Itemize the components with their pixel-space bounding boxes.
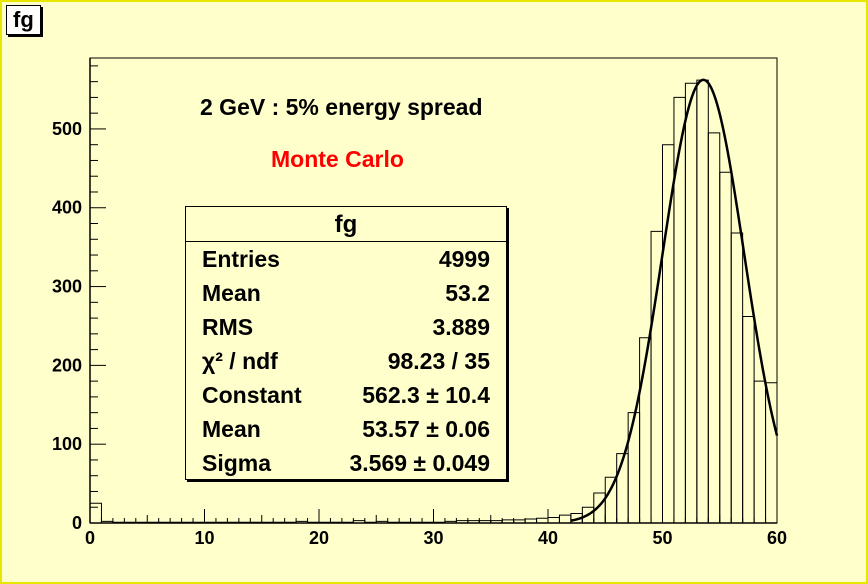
x-tick-label: 0 bbox=[85, 528, 95, 548]
stats-key: Sigma bbox=[202, 450, 272, 476]
fit-curve bbox=[570, 78, 779, 522]
y-tick-label: 100 bbox=[52, 434, 82, 454]
stats-value: 53.2 bbox=[445, 280, 490, 306]
y-axis: 0 100 200 300 400 500 bbox=[52, 58, 106, 533]
stats-value: 4999 bbox=[438, 246, 490, 272]
y-tick-label: 0 bbox=[72, 513, 82, 533]
x-tick-label: 30 bbox=[423, 528, 443, 548]
x-axis: 0 10 20 30 40 50 60 bbox=[85, 509, 787, 548]
stats-title: fg bbox=[186, 207, 506, 242]
stats-value: 562.3 ± 10.4 bbox=[362, 382, 490, 408]
stats-row: Mean 53.57 ± 0.06 bbox=[186, 412, 506, 446]
stats-row: Constant 562.3 ± 10.4 bbox=[186, 378, 506, 412]
stats-value: 53.57 ± 0.06 bbox=[362, 416, 490, 442]
x-tick-label: 10 bbox=[194, 528, 214, 548]
chart-annotation-main: 2 GeV : 5% energy spread bbox=[200, 94, 483, 120]
stats-value: 3.889 bbox=[432, 314, 490, 340]
y-tick-label: 500 bbox=[52, 119, 82, 139]
x-tick-label: 50 bbox=[652, 528, 672, 548]
y-tick-label: 400 bbox=[52, 198, 82, 218]
fit-layer bbox=[570, 78, 779, 522]
stats-value: 98.23 / 35 bbox=[387, 348, 490, 374]
stats-value: 3.569 ± 0.049 bbox=[349, 450, 490, 476]
x-tick-label: 40 bbox=[538, 528, 558, 548]
canvas-title: fg bbox=[6, 5, 41, 35]
stats-key: Entries bbox=[202, 246, 280, 272]
stats-row: χ² / ndf 98.23 / 35 bbox=[186, 344, 506, 378]
x-tick-label: 20 bbox=[309, 528, 329, 548]
stats-key: χ² / ndf bbox=[202, 348, 278, 374]
stats-row: Entries 4999 bbox=[186, 242, 506, 276]
stats-row: Sigma 3.569 ± 0.049 bbox=[186, 446, 506, 480]
stats-key: Constant bbox=[202, 382, 302, 408]
x-tick-label: 60 bbox=[767, 528, 787, 548]
chart-annotation-sub: Monte Carlo bbox=[271, 146, 404, 172]
stats-key: Mean bbox=[202, 416, 261, 442]
stats-key: RMS bbox=[202, 314, 254, 340]
stats-row: RMS 3.889 bbox=[186, 310, 506, 344]
stats-row: Mean 53.2 bbox=[186, 276, 506, 310]
stats-key: Mean bbox=[202, 280, 261, 306]
histogram-bin bbox=[765, 382, 778, 523]
stats-box: fg Entries 4999 Mean 53.2 RMS 3.889 χ² / nd… bbox=[185, 206, 507, 480]
y-tick-label: 300 bbox=[52, 277, 82, 297]
y-tick-label: 200 bbox=[52, 355, 82, 375]
